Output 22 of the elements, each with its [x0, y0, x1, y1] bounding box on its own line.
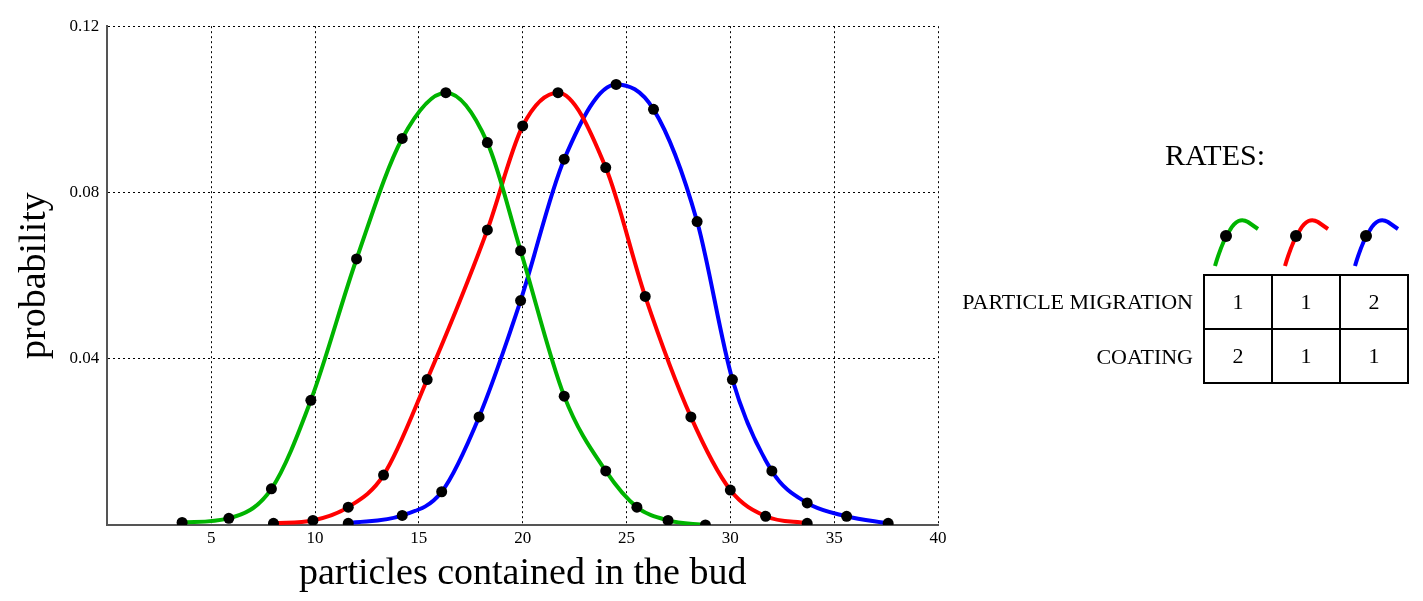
text: COATING	[1095, 343, 1193, 371]
x-tick-label: 40	[929, 527, 947, 547]
y-tick-label: 0.12	[69, 15, 100, 35]
y-axis-title: probability	[10, 192, 53, 359]
x-tick-label: 30	[721, 527, 739, 547]
text: RATES:	[1163, 138, 1266, 173]
text: 1	[1272, 329, 1340, 383]
x-axis-title: particles contained in the bud	[298, 550, 747, 593]
x-tick-label: 5	[206, 527, 216, 547]
text: PARTICLE MIGRATION	[961, 288, 1193, 316]
text: 2	[1204, 329, 1272, 383]
text: 2	[1340, 275, 1408, 329]
text: 1	[1204, 275, 1272, 329]
x-tick-label: 35	[825, 527, 843, 547]
x-tick-label: 20	[514, 527, 532, 547]
x-tick-label: 10	[306, 527, 324, 547]
x-tick-label: 25	[618, 527, 636, 547]
y-tick-label: 0.08	[69, 181, 100, 201]
x-tick-label: 15	[410, 527, 428, 547]
y-tick-label: 0.04	[69, 348, 100, 368]
text: 1	[1340, 329, 1408, 383]
text: 1	[1272, 275, 1340, 329]
